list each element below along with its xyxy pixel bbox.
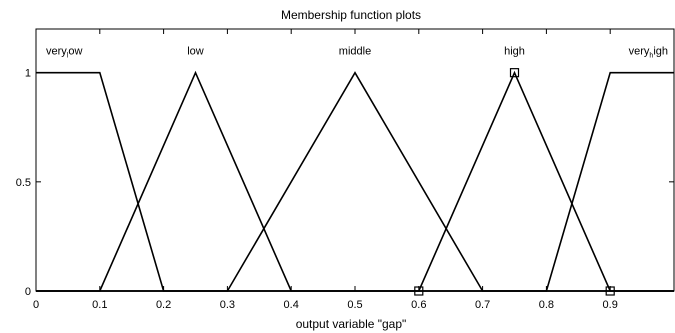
- x-tick-label: 0.5: [347, 299, 362, 311]
- x-tick-label: 0.2: [156, 299, 171, 311]
- x-tick-label: 0: [33, 299, 39, 311]
- axes-box: [35, 28, 675, 292]
- x-axis-label: output variable "gap": [296, 317, 407, 331]
- square-marker: [509, 68, 520, 78]
- series-line-4: [36, 71, 674, 292]
- square-marker: [414, 286, 424, 296]
- series-label: middle: [339, 46, 371, 58]
- y-axis-ticks: 00.51: [16, 68, 674, 298]
- series-label: low: [187, 46, 204, 58]
- series-labels: verylow low middle high veryhigh: [46, 46, 668, 60]
- x-tick-label: 0.9: [603, 299, 618, 311]
- chart-title: Membership function plots: [281, 8, 421, 22]
- series-label: high: [504, 46, 525, 58]
- square-marker: [605, 286, 615, 296]
- series-lines: [36, 70, 674, 292]
- series-label: veryhigh: [629, 46, 668, 60]
- x-tick-label: 0.6: [411, 299, 426, 311]
- y-tick-label: 0: [25, 286, 31, 298]
- x-tick-label: 0.3: [220, 299, 235, 311]
- y-tick-label: 1: [25, 68, 31, 80]
- x-axis-ticks: 0 0.1 0.2 0.3 0.4 0.5 0.6 0.7 0.8 0.9: [33, 29, 618, 311]
- data-markers: [414, 68, 615, 296]
- series-label: verylow: [46, 46, 82, 60]
- plot-area: 0 0.1 0.2 0.3 0.4 0.5 0.6 0.7 0.8 0.9 00.51 veryl…: [16, 28, 675, 311]
- x-tick-label: 0.7: [475, 299, 490, 311]
- x-tick-label: 0.4: [284, 299, 299, 311]
- x-tick-label: 0.8: [539, 299, 554, 311]
- x-tick-label: 0.1: [92, 299, 107, 311]
- y-tick-label: 0.5: [16, 177, 31, 189]
